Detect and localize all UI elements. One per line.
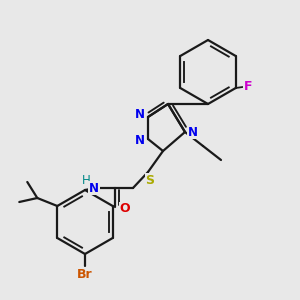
Text: H: H [82, 173, 90, 187]
Text: O: O [120, 202, 130, 215]
Text: N: N [135, 109, 145, 122]
Text: N: N [135, 134, 145, 148]
Text: F: F [244, 80, 252, 92]
Text: S: S [146, 173, 154, 187]
Text: N: N [188, 125, 198, 139]
Text: N: N [89, 182, 99, 194]
Text: Br: Br [77, 268, 93, 281]
